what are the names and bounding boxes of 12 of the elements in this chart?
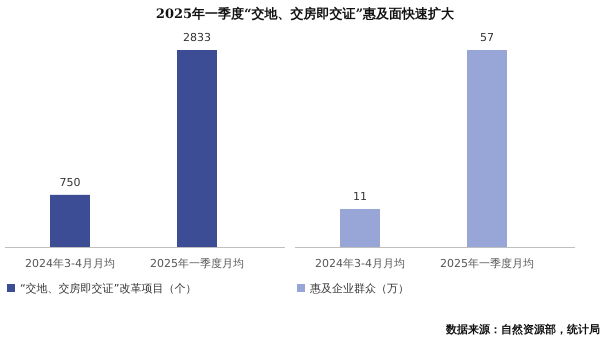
source-note: 数据来源：自然资源部，统计局 — [445, 323, 600, 336]
data-label: 750 — [60, 176, 80, 189]
data-label: 57 — [480, 31, 494, 44]
x-tick-label: 2024年3-4月月均 — [315, 257, 405, 270]
data-label: 11 — [353, 190, 367, 203]
x-tick-label: 2024年3-4月月均 — [25, 257, 115, 270]
data-label: 2833 — [183, 31, 211, 44]
x-tick-label: 2025年一季度月均 — [150, 257, 244, 270]
chart-title: 2025年一季度“交地、交房即交证”惠及面快速扩大 — [156, 6, 456, 22]
x-tick-label: 2025年一季度月均 — [440, 257, 534, 270]
legend-label: 惠及企业群众（万） — [309, 282, 409, 295]
legend-label: “交地、交房即交证”改革项目（个） — [20, 282, 196, 295]
